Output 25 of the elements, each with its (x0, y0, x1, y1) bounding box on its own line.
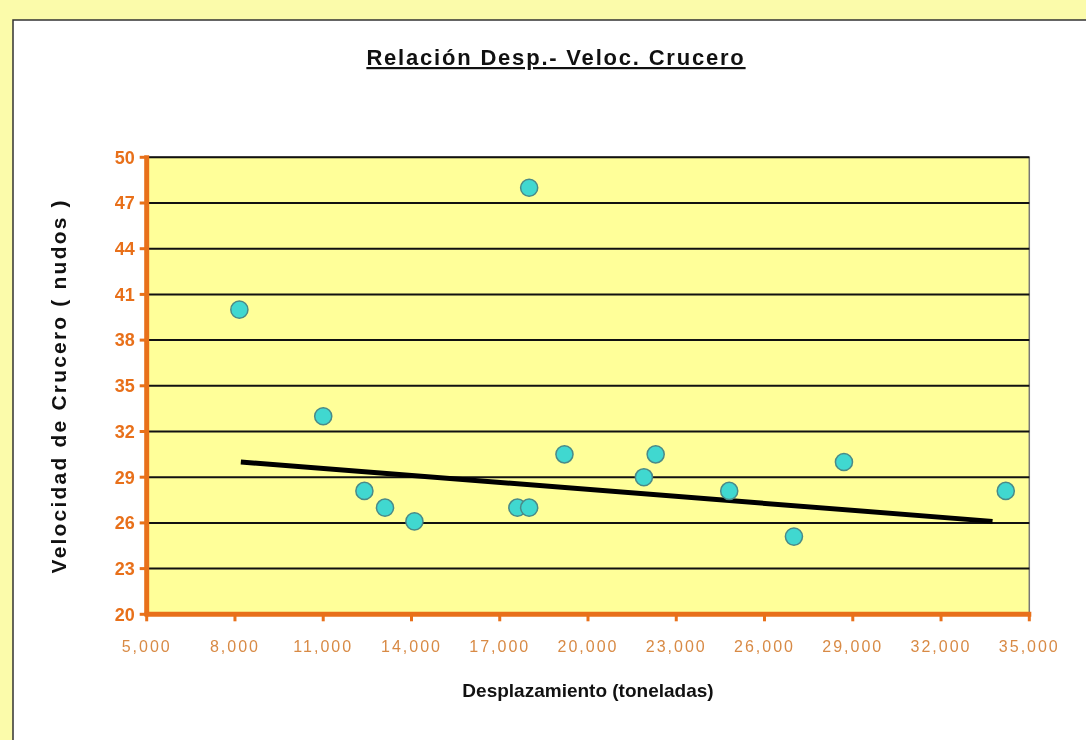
x-tick-label: 11,000 (293, 638, 354, 656)
x-tick-label: 20,000 (557, 638, 619, 656)
y-tick-label: 47 (114, 193, 135, 214)
x-tick-label: 23,000 (645, 638, 707, 656)
y-tick-label: 23 (114, 558, 135, 579)
y-tick-label: 41 (114, 284, 135, 305)
x-tick-label: 14,000 (381, 638, 442, 656)
x-tick-label: 32,000 (910, 638, 972, 656)
y-tick-label: 44 (114, 239, 135, 259)
y-axis-title: Velocidad de Crucero ( nudos ) (47, 198, 70, 574)
y-tick-label: 32 (114, 421, 135, 442)
x-axis-title: Desplazamiento (toneladas) (462, 680, 714, 701)
y-tick-label: 26 (114, 513, 135, 534)
x-tick-label: 29,000 (822, 638, 884, 656)
chart-title: Relación Desp.- Veloc. Crucero (366, 45, 746, 70)
y-tick-label: 35 (114, 376, 135, 397)
y-tick-label: 38 (114, 330, 135, 351)
x-tick-label: 17,000 (469, 638, 531, 656)
x-tick-label: 26,000 (734, 638, 795, 656)
y-tick-label: 50 (114, 147, 135, 168)
x-tick-label: 8,000 (209, 638, 260, 656)
x-tick-label: 35,000 (998, 638, 1060, 656)
y-tick-label: 29 (114, 467, 135, 488)
x-tick-label: 5,000 (121, 638, 172, 656)
y-tick-label: 20 (114, 604, 135, 625)
